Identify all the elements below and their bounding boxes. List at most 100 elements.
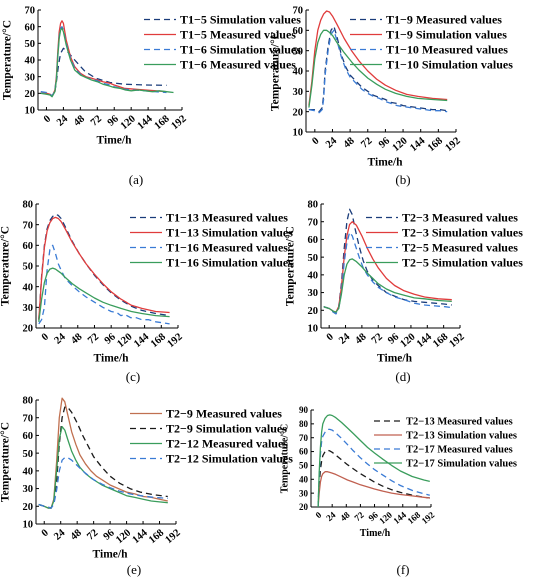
y-tick-label: 10 [23,520,34,531]
y-tick-label: 70 [299,433,309,443]
panel-caption: (b) [395,172,410,187]
legend-label: T1−9 Simulation values [386,28,507,42]
y-axis-title: Temperature/°C [285,226,297,306]
series-line-3 [323,231,452,315]
y-tick-label: 50 [23,262,34,273]
legend-label: T1−9 Measured values [386,13,502,27]
x-axis-title: Time/h [360,528,391,539]
legend-label: T1−10 Measured values [386,43,508,57]
series-line-2 [38,216,170,320]
y-tick-label: 70 [25,6,36,17]
legend-label: T2−9 Simulation values [166,422,287,436]
y-tick-label: 40 [25,56,36,67]
y-tick-label: 60 [299,447,309,457]
legend-label: T2−5 Measured values [402,241,518,255]
y-tick-label: 30 [23,303,34,314]
x-axis-title: Time/h [94,353,130,365]
y-tick-label: 20 [299,502,309,512]
y-tick-label: 60 [23,241,34,252]
x-axis-title: Time/h [97,135,133,147]
y-tick-label: 30 [23,484,34,495]
legend-label: T1−13 Measured values [166,211,288,225]
x-tick-label: 24 [52,527,68,543]
series-group [323,208,452,315]
series-group [317,414,430,507]
x-tick-label: 24 [324,509,338,523]
y-tick-label: 70 [308,217,319,228]
y-tick-label: 60 [23,431,34,442]
x-tick-label: 120 [119,114,138,133]
x-tick-label: 0 [325,332,336,344]
y-tick-label: 70 [23,413,34,424]
x-tick-label: 0 [314,509,324,520]
series-line-4 [323,258,452,313]
y-tick-label: 50 [25,39,36,50]
x-tick-label: 48 [72,114,87,129]
legend-label: T1−16 Simulation values [166,256,293,270]
series-line-2 [317,471,430,507]
series-line-4 [38,267,170,322]
legend-label: T1−13 Simulation values [166,226,293,240]
y-tick-label: 50 [23,449,34,460]
x-tick-label: 0 [310,136,321,148]
y-tick-label: 60 [308,235,319,246]
x-tick-label: 72 [86,332,101,347]
series-line-4 [38,456,168,509]
y-tick-label: 50 [308,253,319,264]
x-tick-label: 48 [353,332,368,347]
y-tick-label: 20 [25,89,36,100]
x-tick-label: 192 [164,528,183,547]
x-tick-label: 96 [103,332,118,347]
x-tick-label: 48 [69,332,84,347]
x-tick-label: 72 [370,332,385,347]
x-tick-label: 120 [391,136,410,155]
series-line-4 [40,27,174,98]
series-line-1 [54,47,167,92]
series-line-1 [38,213,170,320]
series-group [38,213,170,325]
x-tick-label: 0 [40,332,51,344]
legend-label: T1−6 Simulation values [180,43,301,57]
panel-caption: (e) [127,562,141,577]
x-tick-label: 192 [448,332,467,351]
x-axis-title: Time/h [377,353,413,365]
x-tick-label: 24 [337,331,353,347]
x-tick-label: 0 [42,114,53,126]
y-tick-label: 50 [293,46,304,57]
y-tick-label: 30 [293,87,304,98]
series-line-3 [38,244,170,325]
y-tick-label: 40 [299,474,309,484]
y-tick-label: 30 [308,288,319,299]
panel-caption: (d) [395,369,410,384]
x-tick-label: 192 [444,136,463,155]
x-tick-label: 96 [377,136,392,151]
x-tick-label: 24 [55,113,71,129]
x-tick-label: 192 [166,332,185,351]
y-axis-title: Temperature/°C [2,20,14,100]
x-tick-label: 0 [40,528,51,540]
legend-label: T1−5 Measured values [180,28,296,42]
legend-label: T2−13 Simulation values [406,431,517,442]
y-tick-label: 20 [308,306,319,317]
y-tick-label: 20 [23,324,34,335]
x-tick-label: 96 [102,528,117,543]
y-tick-label: 70 [293,6,304,17]
series-line-4 [317,414,430,507]
x-tick-label: 96 [106,114,121,129]
x-tick-label: 192 [420,509,437,526]
panel-caption: (f) [397,562,410,577]
legend-label: T2−3 Measured values [402,211,518,225]
legend-label: T2−12 Simulation values [166,452,293,466]
y-axis-title: Temperature/°C [0,422,12,502]
x-tick-label: 72 [85,528,100,543]
x-tick-label: 192 [170,114,189,133]
y-tick-label: 10 [293,128,304,139]
y-tick-label: 20 [23,502,34,513]
y-tick-label: 40 [23,282,34,293]
legend-label: T1−5 Simulation values [180,13,301,27]
y-axis-title: Temperature/°C [270,31,282,111]
panel-caption: (c) [126,369,140,384]
legend-label: T2−3 Simulation values [402,226,523,240]
